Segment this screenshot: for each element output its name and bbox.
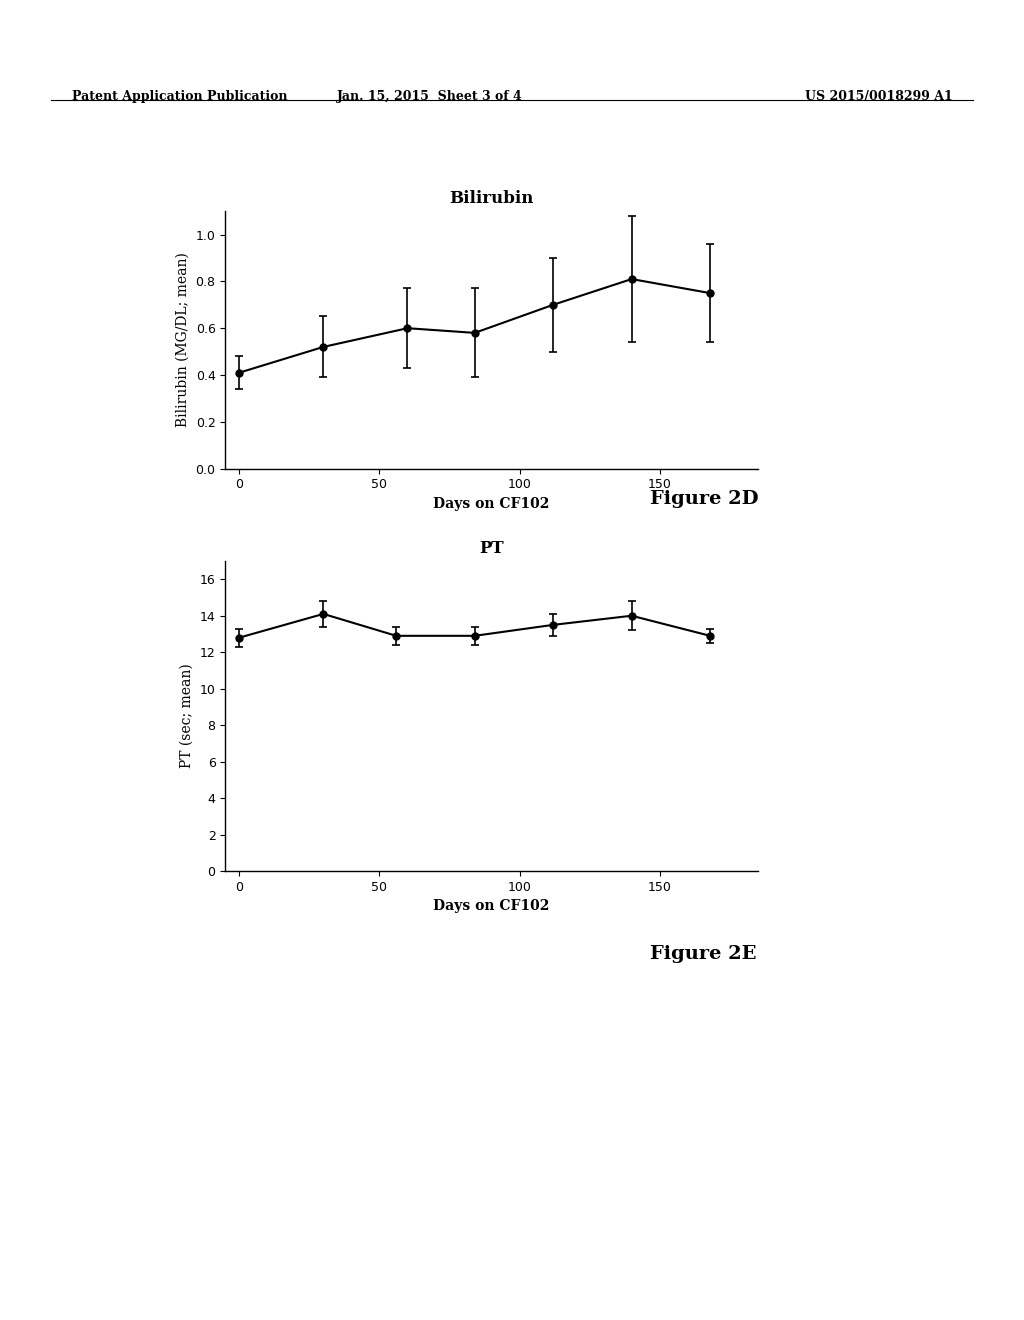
Y-axis label: PT (sec; mean): PT (sec; mean) bbox=[180, 664, 195, 768]
Y-axis label: Bilirubin (MG/DL; mean): Bilirubin (MG/DL; mean) bbox=[176, 252, 190, 428]
Text: Patent Application Publication: Patent Application Publication bbox=[72, 90, 287, 103]
X-axis label: Days on CF102: Days on CF102 bbox=[433, 496, 550, 511]
Title: Bilirubin: Bilirubin bbox=[450, 190, 534, 207]
Text: Figure 2E: Figure 2E bbox=[650, 945, 757, 964]
X-axis label: Days on CF102: Days on CF102 bbox=[433, 899, 550, 913]
Text: Jan. 15, 2015  Sheet 3 of 4: Jan. 15, 2015 Sheet 3 of 4 bbox=[337, 90, 523, 103]
Text: US 2015/0018299 A1: US 2015/0018299 A1 bbox=[805, 90, 952, 103]
Text: Figure 2D: Figure 2D bbox=[650, 490, 759, 508]
Title: PT: PT bbox=[479, 540, 504, 557]
